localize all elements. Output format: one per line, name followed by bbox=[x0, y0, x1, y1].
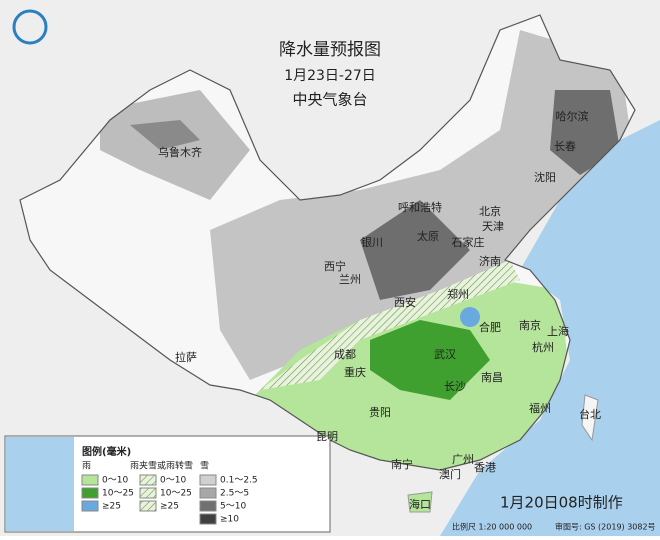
city-label: 银川 bbox=[361, 235, 383, 249]
legend-column: 雨 bbox=[82, 461, 91, 472]
city-label: 太原 bbox=[417, 230, 439, 243]
legend-title: 图例(毫米) bbox=[82, 445, 131, 458]
city-label: 台北 bbox=[579, 407, 601, 421]
approval: 审图号: GS (2019) 3082号 bbox=[555, 522, 656, 532]
legend-label: ≥10 bbox=[220, 515, 239, 525]
heavy-rain-area bbox=[460, 307, 480, 327]
legend-swatch bbox=[81, 474, 99, 486]
city-label: 昆明 bbox=[316, 430, 338, 443]
city-label: 福州 bbox=[529, 401, 551, 415]
title: 降水量预报图 bbox=[279, 40, 381, 60]
border bbox=[19, 14, 636, 471]
snow-area bbox=[550, 90, 620, 175]
legend-column: 雪 bbox=[200, 461, 209, 472]
period: 1月23日-27日 bbox=[284, 68, 376, 84]
legend-swatch bbox=[199, 513, 217, 525]
legend-swatch bbox=[139, 487, 157, 499]
city-label: 长沙 bbox=[444, 380, 466, 393]
city-label: 上海 bbox=[547, 324, 569, 338]
legend-swatch bbox=[199, 500, 217, 512]
rain-area bbox=[370, 320, 490, 400]
city-label: 南京 bbox=[519, 318, 541, 332]
legend-label: 0～10 bbox=[102, 476, 128, 486]
legend-label: 0.1～2.5 bbox=[220, 476, 258, 486]
city-label: 天津 bbox=[482, 220, 504, 233]
city-label: 乌鲁木齐 bbox=[158, 145, 202, 159]
city-label: 济南 bbox=[479, 254, 501, 268]
legend-label: 10～25 bbox=[102, 489, 134, 499]
legend: 图例(毫米) 雨 雨夹雪或雨转雪 雪 0～10 10～25 ≥25 0～10 10～25 ≥25… bbox=[4, 435, 331, 533]
city-label: 武汉 bbox=[434, 348, 456, 361]
sleet-area bbox=[260, 260, 520, 390]
agency: 中央气象台 bbox=[292, 91, 367, 109]
legend-swatch bbox=[199, 474, 217, 486]
legend-label: 0～10 bbox=[160, 476, 186, 486]
scale: 比例尺 1:20 000 000 bbox=[452, 522, 532, 532]
city-label: 成都 bbox=[334, 348, 356, 361]
city-label: 石家庄 bbox=[452, 235, 485, 249]
hainan bbox=[407, 491, 433, 513]
city-label: 长春 bbox=[554, 140, 576, 153]
city-label: 重庆 bbox=[344, 365, 366, 379]
city-label: 西安 bbox=[394, 295, 416, 309]
city-label: 哈尔滨 bbox=[556, 109, 589, 123]
city-label: 呼和浩特 bbox=[398, 200, 442, 214]
legend-swatch bbox=[139, 500, 157, 512]
legend-swatch bbox=[81, 500, 99, 512]
sea bbox=[440, 120, 660, 536]
city-label: 兰州 bbox=[339, 273, 361, 286]
legend-label: 2.5～5 bbox=[220, 489, 249, 499]
city-label: 北京 bbox=[479, 204, 501, 218]
issued: 1月20日08时制作 bbox=[500, 494, 623, 512]
city-label: 杭州 bbox=[532, 340, 554, 354]
logo bbox=[12, 9, 48, 45]
legend-label: ≥25 bbox=[160, 502, 179, 512]
city-label: 拉萨 bbox=[175, 350, 197, 364]
legend-label: 5～10 bbox=[220, 502, 246, 512]
legend-label: 10～25 bbox=[160, 489, 192, 499]
city-label: 南昌 bbox=[481, 371, 503, 384]
city-label: 海口 bbox=[409, 497, 431, 511]
city-label: 西宁 bbox=[324, 259, 346, 273]
legend-swatch bbox=[139, 474, 157, 486]
city-label: 合肥 bbox=[479, 320, 501, 334]
legend-column: 雨夹雪或雨转雪 bbox=[130, 460, 193, 472]
taiwan bbox=[581, 394, 599, 442]
city-label: 香港 bbox=[474, 461, 496, 474]
city-label: 郑州 bbox=[447, 287, 469, 301]
legend-swatch bbox=[199, 487, 217, 499]
city-label: 沈阳 bbox=[534, 170, 556, 184]
city-label: 澳门 bbox=[439, 467, 461, 481]
city-label: 贵阳 bbox=[369, 406, 391, 419]
legend-label: ≥25 bbox=[102, 502, 121, 512]
city-label: 广州 bbox=[452, 453, 474, 466]
inset-map bbox=[6, 437, 74, 531]
snow-area bbox=[360, 200, 470, 300]
legend-swatch bbox=[81, 487, 99, 499]
city-label: 南宁 bbox=[391, 457, 413, 471]
snow-area bbox=[130, 120, 200, 150]
